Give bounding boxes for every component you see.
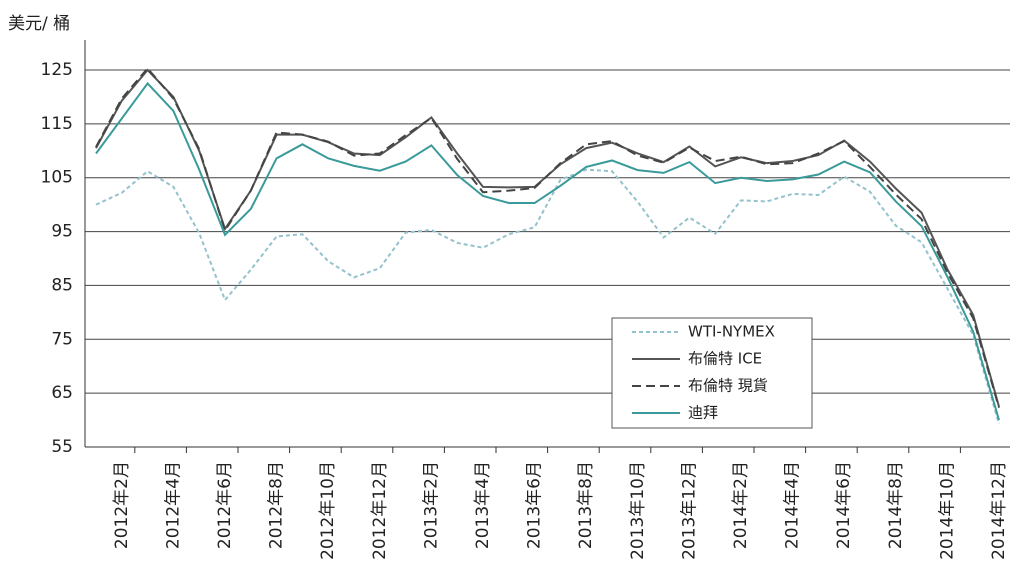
- y-tick-label: 125: [41, 60, 73, 80]
- x-tick-label: 2012年6月: [215, 461, 235, 549]
- series-line: [95, 81, 1000, 421]
- x-tick-label: 2012年4月: [163, 461, 183, 549]
- series-line: [95, 168, 1000, 425]
- legend-label: 布倫特 ICE: [688, 350, 762, 368]
- y-tick-label: 75: [51, 329, 73, 349]
- legend-box: [611, 317, 813, 429]
- x-tick-label: 2014年12月: [989, 461, 1009, 560]
- y-tick-label: 95: [51, 222, 73, 242]
- legend-label: 迪拜: [688, 404, 718, 422]
- x-tick-label: 2014年6月: [834, 461, 854, 549]
- x-tick-label: 2012年2月: [112, 461, 132, 549]
- x-tick-label: 2012年10月: [318, 461, 338, 560]
- y-tick-label: 105: [41, 168, 73, 188]
- x-tick-label: 2013年6月: [525, 461, 545, 549]
- x-tick-label: 2012年8月: [267, 461, 287, 549]
- y-tick-label: 65: [51, 383, 73, 403]
- x-tick-label: 2013年12月: [679, 461, 699, 560]
- x-tick-label: 2013年4月: [473, 461, 493, 549]
- x-tick-label: 2012年12月: [370, 461, 390, 560]
- y-tick-label: 55: [51, 437, 73, 457]
- legend-label: 布倫特 現貨: [688, 377, 768, 395]
- y-tick-label: 85: [51, 275, 73, 295]
- x-tick-label: 2013年8月: [576, 461, 596, 549]
- x-tick-label: 2013年10月: [628, 461, 648, 560]
- x-tick-label: 2014年4月: [783, 461, 803, 549]
- legend-label: WTI-NYMEX: [688, 323, 775, 341]
- y-axis-label: 美元/ 桶: [8, 14, 70, 34]
- series-line: [95, 66, 1000, 408]
- x-tick-label: 2014年10月: [937, 461, 957, 560]
- x-tick-label: 2014年2月: [731, 461, 751, 549]
- y-tick-label: 115: [41, 114, 73, 134]
- series-line: [95, 68, 1000, 407]
- x-tick-label: 2013年2月: [421, 461, 441, 549]
- x-tick-label: 2014年8月: [886, 461, 906, 549]
